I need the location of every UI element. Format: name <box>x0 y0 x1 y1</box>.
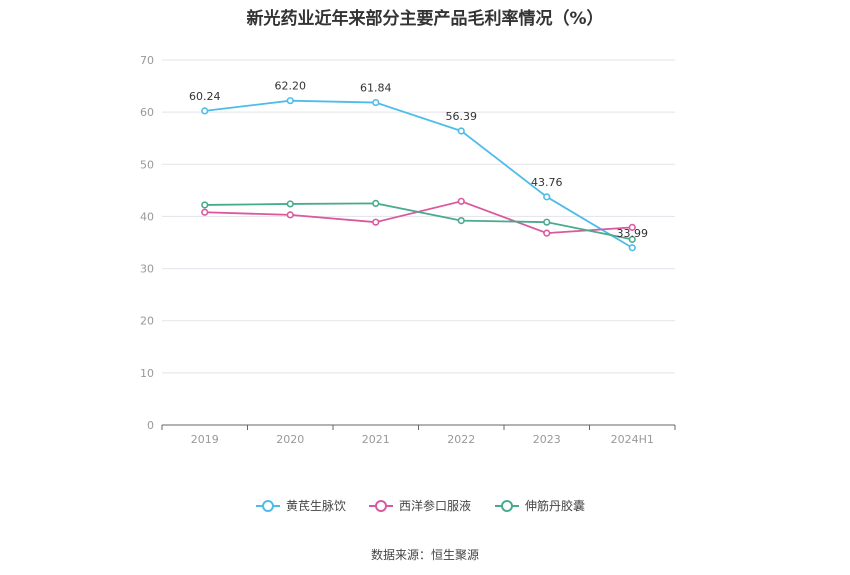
x-tick-label: 2019 <box>191 433 219 446</box>
grid-lines <box>162 59 675 374</box>
y-tick-label: 40 <box>140 210 154 223</box>
data-label: 56.39 <box>446 110 478 123</box>
legend-label: 伸筋丹胶囊 <box>525 498 585 513</box>
y-tick-label: 0 <box>147 419 154 432</box>
legend-item-0: 黄芪生脉饮 <box>256 498 346 513</box>
legend-swatch-marker <box>262 500 274 512</box>
data-point <box>286 200 294 208</box>
data-point <box>372 218 380 226</box>
legend-item-2: 伸筋丹胶囊 <box>495 498 585 513</box>
data-point <box>201 208 209 216</box>
axes: 0 10 20 30 40 50 60 70 2019 2020 2021 2022 2023 2024H… <box>140 54 676 446</box>
data-label: 33.99 <box>617 227 649 240</box>
x-tick-label: 2021 <box>362 433 390 446</box>
chart-title: 新光药业近年来部分主要产品毛利率情况（%） <box>246 9 604 29</box>
data-point <box>286 97 294 105</box>
source-note: 数据来源：恒生聚源 <box>370 548 479 562</box>
series-line-2 <box>204 202 633 241</box>
data-labels: 60.24 62.20 61.84 56.39 43.76 33.99 <box>189 80 648 240</box>
data-point <box>201 201 209 209</box>
data-point <box>201 107 209 115</box>
data-point <box>372 98 380 107</box>
data-point <box>457 127 465 135</box>
data-point <box>372 199 380 207</box>
legend-swatch-marker <box>501 500 513 512</box>
x-tick-label: 2024H1 <box>611 433 654 446</box>
data-point <box>457 217 465 225</box>
y-tick-label: 30 <box>140 263 154 276</box>
data-label: 43.76 <box>531 176 563 189</box>
x-tick-label: 2020 <box>276 433 304 446</box>
series-line-0 <box>204 99 633 249</box>
data-point <box>543 193 551 201</box>
x-tick-label: 2022 <box>447 433 475 446</box>
legend-label: 西洋参口服液 <box>399 498 471 513</box>
y-tick-label: 20 <box>140 315 154 328</box>
data-label: 61.84 <box>360 82 392 95</box>
legend-label: 黄芪生脉饮 <box>286 498 346 513</box>
data-label: 62.20 <box>275 80 307 93</box>
x-tick-label: 2023 <box>533 433 561 446</box>
y-tick-label: 10 <box>140 367 154 380</box>
series-group <box>201 97 636 252</box>
data-label: 60.24 <box>189 90 221 103</box>
legend-item-1: 西洋参口服液 <box>369 498 471 513</box>
y-tick-label: 50 <box>140 158 154 171</box>
y-tick-label: 70 <box>140 54 154 67</box>
data-point <box>628 244 636 252</box>
data-point <box>543 229 551 237</box>
data-point <box>628 235 636 243</box>
legend: 黄芪生脉饮 西洋参口服液 伸筋丹胶囊 <box>256 498 585 513</box>
data-point <box>286 211 294 219</box>
data-point <box>628 223 636 231</box>
legend-swatch-marker <box>375 500 387 512</box>
series-line-1 <box>204 200 633 235</box>
data-point <box>457 197 465 205</box>
data-point <box>543 218 551 226</box>
y-tick-label: 60 <box>140 106 154 119</box>
